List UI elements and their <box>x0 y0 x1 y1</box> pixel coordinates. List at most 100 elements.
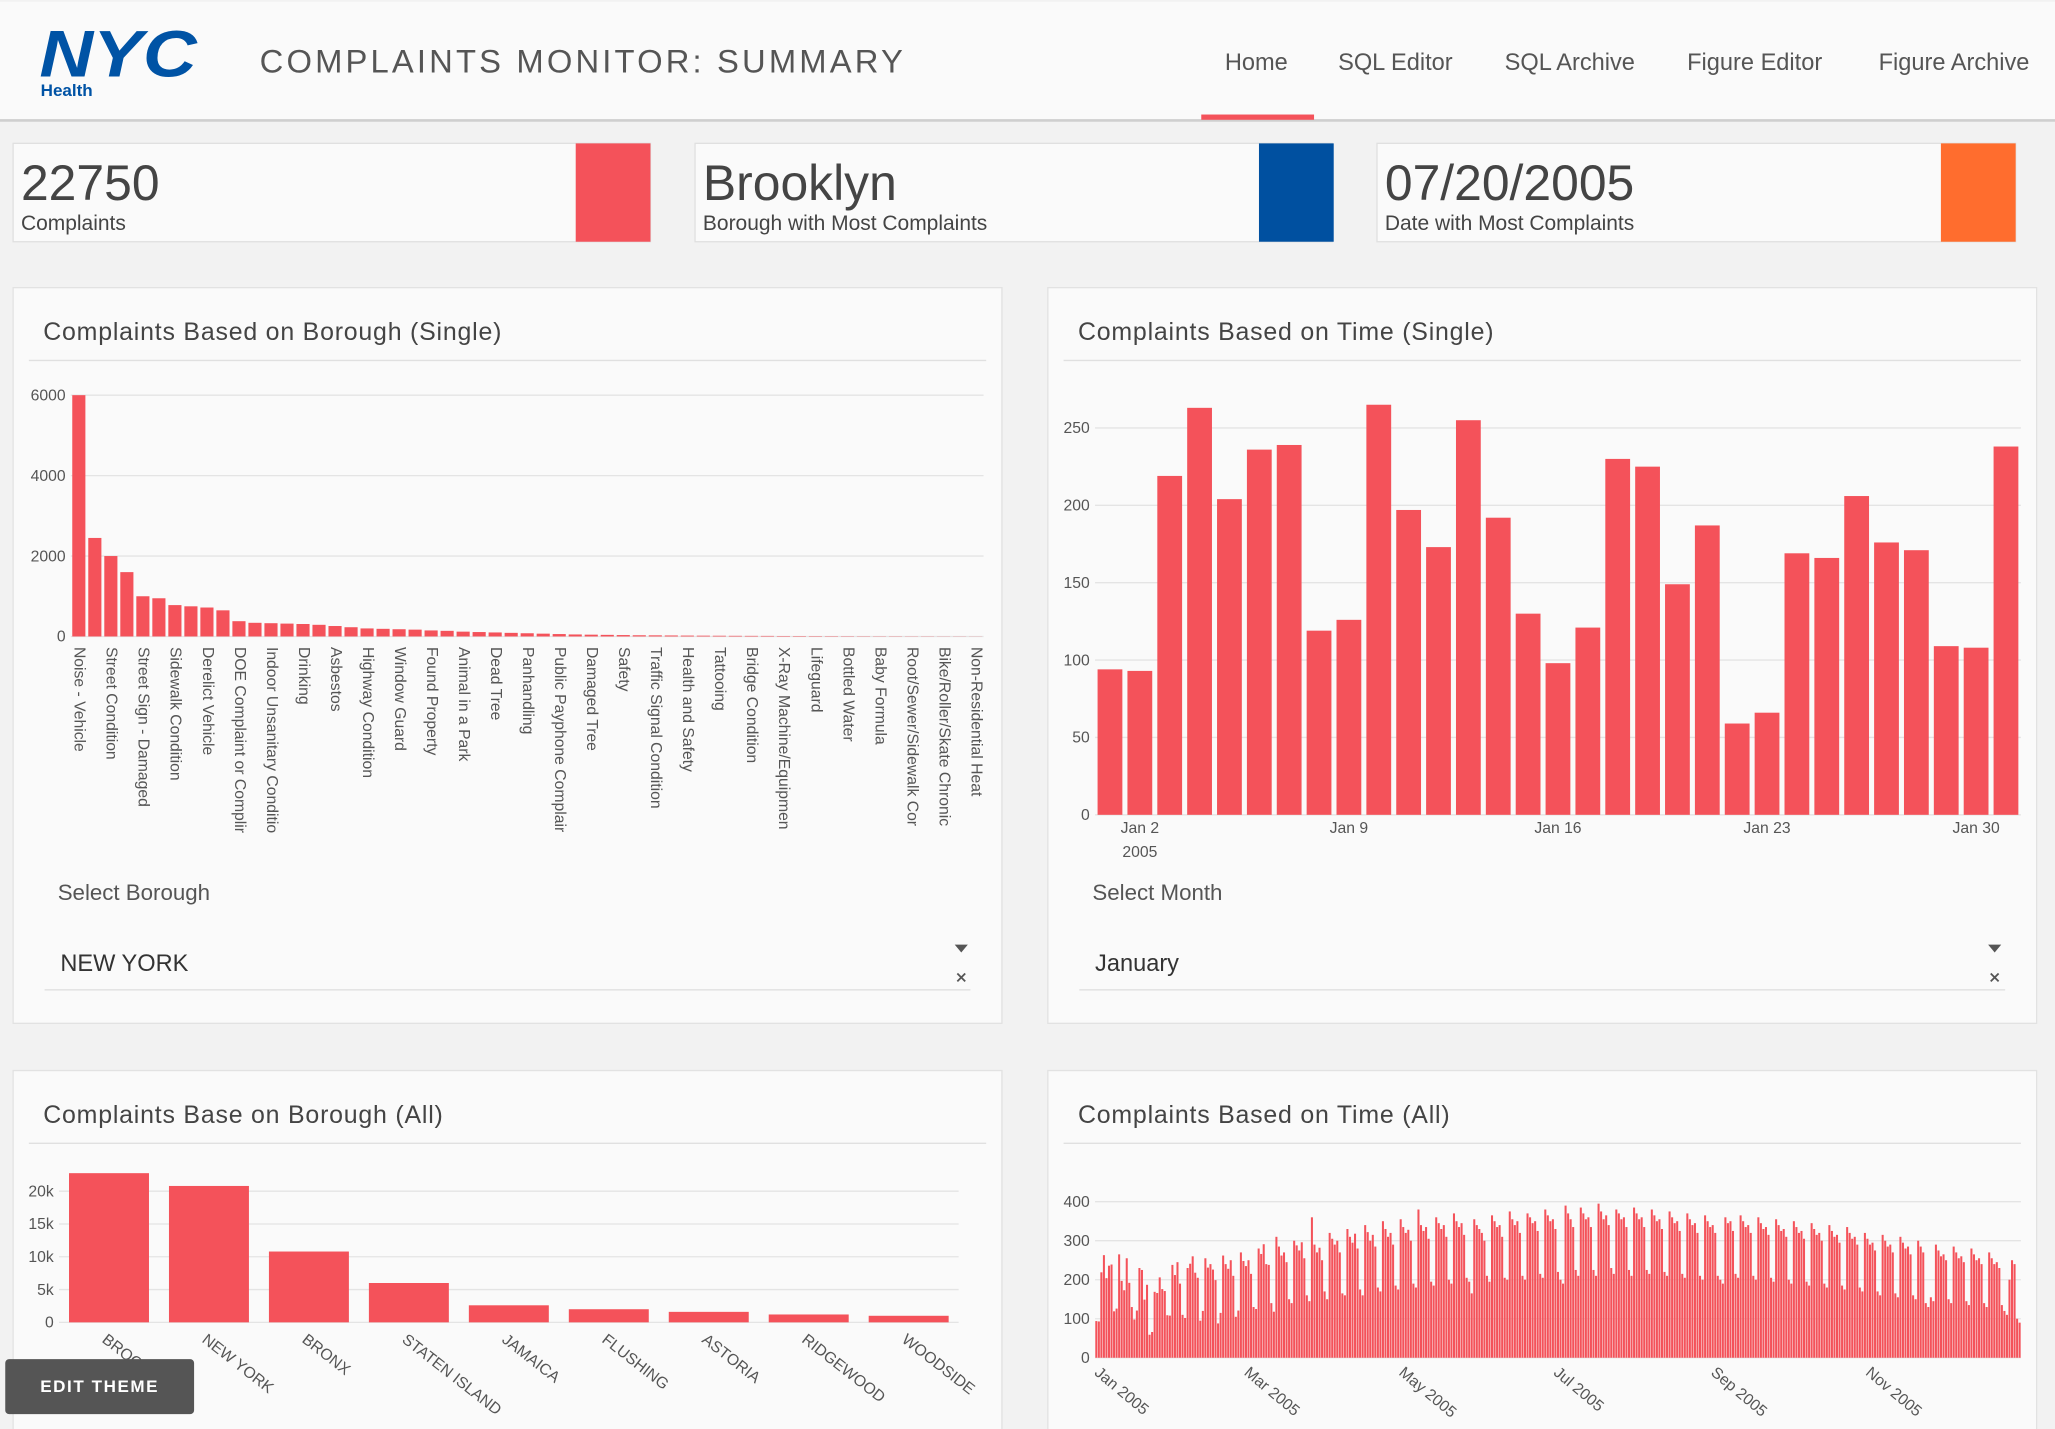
bar <box>1135 1310 1138 1358</box>
bar <box>1156 1292 1159 1358</box>
bar <box>1493 1221 1496 1358</box>
bar <box>1343 1295 1346 1358</box>
bar <box>1120 1280 1123 1358</box>
bar <box>1389 1232 1392 1358</box>
dropdown-value[interactable]: January <box>1095 951 1179 977</box>
bar <box>1917 1240 1920 1358</box>
bar <box>1734 1273 1737 1358</box>
bar <box>468 1305 549 1323</box>
bar <box>1396 509 1422 815</box>
bar <box>1602 1219 1605 1358</box>
edit-theme-button[interactable]: EDIT THEME <box>5 1359 195 1415</box>
bar <box>1359 1289 1362 1358</box>
bar <box>1886 1246 1889 1358</box>
bar <box>1770 1277 1773 1358</box>
bar <box>1688 1219 1691 1358</box>
bar <box>1899 1236 1902 1358</box>
bar <box>1933 646 1959 815</box>
bar <box>1874 542 1899 815</box>
x-tick-label: Damaged Tree <box>583 647 600 751</box>
bar <box>768 1314 849 1323</box>
dropdown-value[interactable]: NEW YORK <box>60 951 188 977</box>
bar <box>1607 1225 1610 1358</box>
bar <box>1835 1234 1839 1358</box>
bar <box>504 632 518 637</box>
dropdown[interactable]: NEW YORK <box>44 944 971 991</box>
bar <box>1587 1217 1590 1358</box>
button-bg[interactable] <box>5 1359 195 1415</box>
dropdown-clear[interactable] <box>1990 972 2000 983</box>
bar <box>1435 1217 1438 1358</box>
bar <box>1250 1273 1253 1358</box>
dropdown-arrow[interactable] <box>954 944 968 953</box>
bar <box>1384 1229 1387 1358</box>
bar <box>568 634 582 637</box>
bar <box>1820 1240 1823 1358</box>
bar <box>88 537 102 637</box>
bar <box>1635 1213 1638 1358</box>
bar <box>1901 1242 1904 1358</box>
bar <box>1526 1213 1529 1358</box>
bar <box>1100 1272 1103 1358</box>
y-tick-label: 200 <box>1064 1272 1090 1289</box>
bar <box>1232 1275 1235 1358</box>
bar <box>1473 1219 1476 1358</box>
dropdown[interactable]: January <box>1079 944 2006 991</box>
y-tick-label: 400 <box>1064 1194 1090 1211</box>
bar <box>1095 1321 1098 1358</box>
bar <box>1572 1227 1575 1358</box>
bar <box>1351 1242 1354 1358</box>
bar <box>1452 1213 1455 1358</box>
y-tick-label: 150 <box>1064 575 1090 592</box>
dropdown-clear[interactable] <box>956 972 966 983</box>
bar <box>1465 1277 1468 1358</box>
bar <box>1211 1269 1215 1358</box>
bar <box>1321 1260 1324 1358</box>
x-tick-label: Sidewalk Condition <box>167 647 184 781</box>
bar <box>1985 1307 1988 1358</box>
bar <box>136 596 150 637</box>
kpi-swatch <box>1258 143 1334 242</box>
bar <box>1813 1229 1816 1358</box>
bar <box>1399 1219 1402 1358</box>
bar <box>1569 1219 1572 1358</box>
bar <box>168 1185 249 1323</box>
nav-item[interactable]: SQL Archive <box>1505 50 1635 76</box>
bar <box>1166 1315 1169 1358</box>
bar <box>1133 1319 1136 1358</box>
button-label[interactable]: EDIT THEME <box>40 1377 159 1396</box>
bar <box>1749 1232 1752 1358</box>
bar <box>1792 1221 1795 1358</box>
bar <box>1336 1240 1339 1358</box>
bar <box>1853 1236 1856 1358</box>
nav-item[interactable]: Figure Editor <box>1687 50 1822 76</box>
panel <box>1047 286 2038 1024</box>
bar <box>1709 1227 1712 1358</box>
bar <box>1338 1252 1341 1358</box>
bar <box>1437 1223 1440 1358</box>
y-tick-label: 2000 <box>31 548 66 565</box>
bar <box>1412 1283 1415 1358</box>
bar <box>168 605 182 637</box>
bar <box>680 635 694 637</box>
bar <box>2016 1318 2019 1358</box>
bar <box>1516 1221 1519 1358</box>
bar <box>392 629 406 637</box>
bar <box>1173 1275 1176 1358</box>
bar <box>1531 1223 1534 1358</box>
bar <box>1470 1293 1473 1358</box>
kpi-value: 22750 <box>21 155 160 211</box>
bar <box>728 635 742 637</box>
x-tick-label: Found Property <box>423 647 440 755</box>
nav-item[interactable]: Home <box>1225 50 1288 76</box>
bar <box>1567 1213 1570 1358</box>
bar <box>668 1311 749 1323</box>
bar <box>1392 1244 1395 1358</box>
bar <box>1480 1232 1483 1358</box>
nav-item[interactable]: SQL Editor <box>1338 50 1453 76</box>
dropdown-arrow[interactable] <box>1988 944 2002 953</box>
bar <box>1922 1252 1925 1358</box>
bar <box>69 1173 149 1323</box>
bar <box>1445 1236 1448 1358</box>
nav-item[interactable]: Figure Archive <box>1879 50 2030 76</box>
